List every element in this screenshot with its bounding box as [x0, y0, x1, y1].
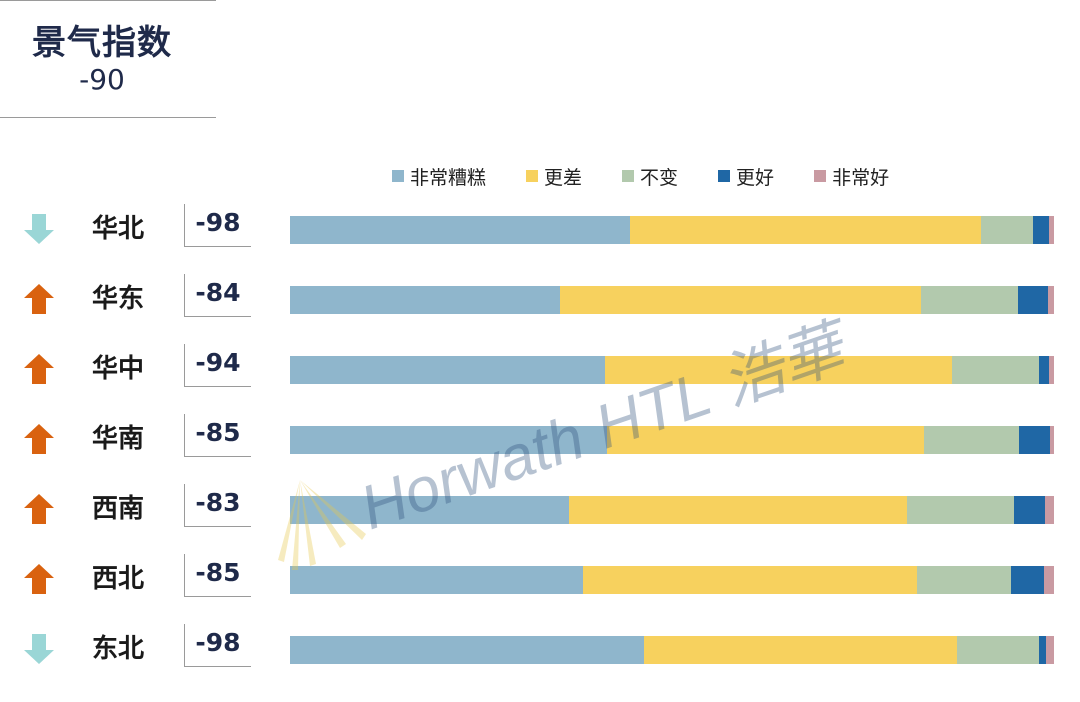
score-value: -84: [195, 278, 241, 307]
score-cell: -84: [184, 274, 251, 317]
row-0: 华北 -98: [0, 204, 1080, 282]
bar-segment: [1048, 216, 1054, 244]
bar-segment: [290, 426, 608, 454]
bar-segment: [1018, 426, 1051, 454]
bar-segment: [921, 286, 1019, 314]
row-2: 华中 -94: [0, 344, 1080, 422]
score-cell: -85: [184, 554, 251, 597]
row-4: 西南 -83: [0, 484, 1080, 562]
bar-segment: [1044, 566, 1054, 594]
legend-item: 非常糟糕: [392, 163, 486, 190]
row-3: 华南 -85: [0, 414, 1080, 492]
bar-segment: [1048, 356, 1054, 384]
legend-label: 更差: [544, 166, 583, 189]
arrow-down-icon: [24, 214, 54, 244]
region-label: 西北: [92, 564, 145, 594]
bar-segment: [1047, 286, 1054, 314]
stacked-bar: [290, 286, 1054, 314]
legend-label: 非常好: [832, 166, 890, 189]
bar-segment: [1045, 636, 1054, 664]
bar-segment: [1014, 496, 1045, 524]
bar-segment: [290, 286, 560, 314]
legend-swatch: [526, 170, 539, 182]
arrow-up-icon: [24, 354, 54, 384]
legend-label: 不变: [640, 166, 679, 189]
score-value: -85: [195, 558, 241, 587]
bar-segment: [924, 426, 1019, 454]
region-label: 华南: [92, 424, 145, 454]
legend-item: 不变: [622, 163, 678, 190]
bar-segment: [1011, 566, 1045, 594]
region-label: 华东: [92, 284, 145, 314]
bar-segment: [290, 566, 583, 594]
arrow-up-icon: [24, 284, 54, 314]
legend-label: 非常糟糕: [410, 166, 487, 189]
legend-item: 更差: [526, 163, 582, 190]
bar-segment: [582, 566, 918, 594]
bar-segment: [952, 356, 1040, 384]
score-cell: -98: [184, 204, 251, 247]
region-label: 东北: [92, 634, 145, 664]
bar-segment: [568, 496, 908, 524]
row-5: 西北 -85: [0, 554, 1080, 632]
legend-swatch: [718, 170, 731, 182]
stacked-bar: [290, 216, 1054, 244]
index-value: -90: [79, 63, 125, 96]
region-label: 华中: [92, 354, 145, 384]
arrow-down-icon: [24, 634, 54, 664]
bar-segment: [1050, 426, 1054, 454]
arrow-up-icon: [24, 424, 54, 454]
legend-swatch: [622, 170, 635, 182]
bar-segment: [290, 496, 569, 524]
bar-segment: [917, 566, 1012, 594]
legend-swatch: [392, 170, 404, 182]
bar-segment: [629, 216, 981, 244]
stacked-bar: [290, 636, 1054, 664]
bar-segment: [1018, 286, 1048, 314]
score-value: -98: [195, 628, 241, 657]
bar-segment: [290, 356, 605, 384]
score-cell: -94: [184, 344, 251, 387]
bar-segment: [290, 636, 645, 664]
index-header: 景气指数 -90: [0, 0, 216, 118]
bar-segment: [607, 426, 925, 454]
score-cell: -83: [184, 484, 251, 527]
row-6: 东北 -98: [0, 624, 1080, 702]
legend-swatch: [814, 170, 827, 182]
chart-legend: 非常糟糕 更差 不变 更好 非常好: [392, 163, 889, 189]
score-value: -85: [195, 418, 241, 447]
row-1: 华东 -84: [0, 274, 1080, 352]
bar-segment: [290, 216, 630, 244]
bar-segment: [604, 356, 953, 384]
stacked-bar: [290, 496, 1054, 524]
region-label: 华北: [92, 214, 145, 244]
region-label: 西南: [92, 494, 145, 524]
bar-segment: [644, 636, 957, 664]
bar-segment: [1044, 496, 1054, 524]
bar-segment: [1033, 216, 1049, 244]
score-cell: -85: [184, 414, 251, 457]
legend-item: 更好: [718, 163, 774, 190]
index-title: 景气指数: [32, 23, 172, 63]
stacked-bar: [290, 356, 1054, 384]
bar-segment: [559, 286, 922, 314]
bar-segment: [956, 636, 1039, 664]
score-cell: -98: [184, 624, 251, 667]
bar-segment: [907, 496, 1015, 524]
bar-segment: [980, 216, 1034, 244]
stacked-bar: [290, 426, 1054, 454]
score-value: -94: [195, 348, 241, 377]
legend-item: 非常好: [814, 163, 889, 190]
arrow-up-icon: [24, 494, 54, 524]
score-value: -83: [195, 488, 241, 517]
score-value: -98: [195, 208, 241, 237]
bar-segment: [1038, 636, 1046, 664]
arrow-up-icon: [24, 564, 54, 594]
legend-label: 更好: [736, 166, 775, 189]
bar-segment: [1039, 356, 1049, 384]
stacked-bar: [290, 566, 1054, 594]
